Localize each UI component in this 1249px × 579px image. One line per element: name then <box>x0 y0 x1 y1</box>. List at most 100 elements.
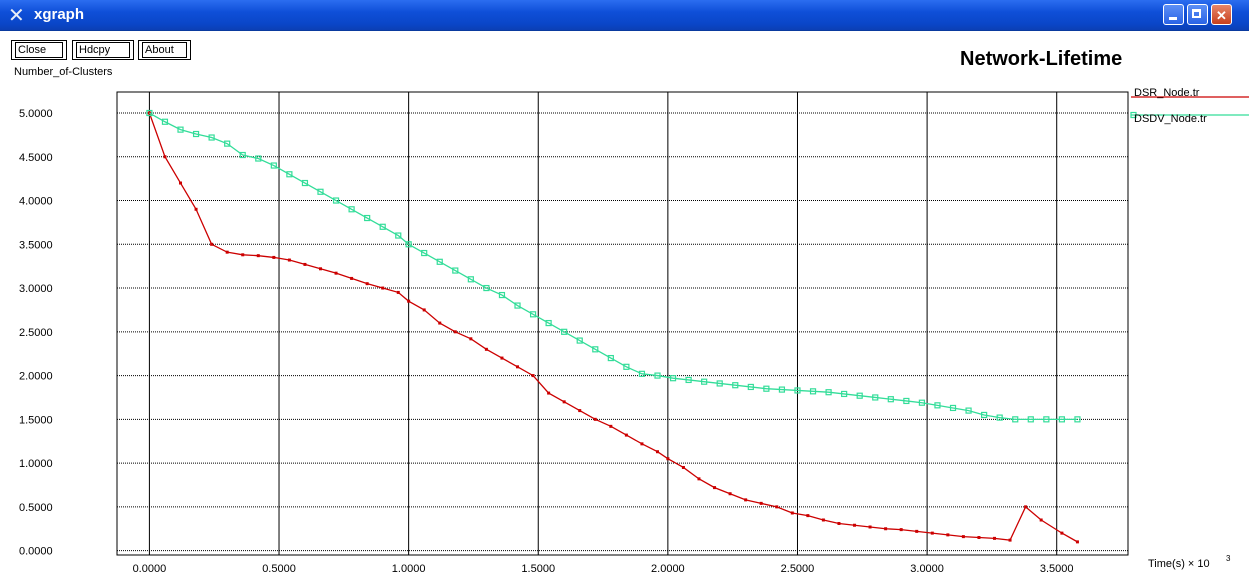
data-point <box>467 276 474 283</box>
data-point <box>545 319 552 327</box>
data-point <box>697 477 701 481</box>
data-point <box>669 375 677 382</box>
data-point <box>918 399 926 406</box>
chart-title: Network-Lifetime <box>960 48 1123 70</box>
data-point <box>903 397 910 405</box>
plot-frame <box>116 91 1129 556</box>
y-axis-label: Number_of-Clusters <box>14 66 113 78</box>
data-point <box>350 276 354 280</box>
data-point <box>255 155 262 162</box>
data-point <box>318 267 322 271</box>
data-point <box>364 214 371 222</box>
y-tick-label: 5.0000 <box>19 108 53 120</box>
legend-marker <box>1130 111 1137 119</box>
data-point <box>655 450 659 454</box>
hardcopy-button[interactable]: Hdcpy <box>72 40 134 60</box>
data-point <box>961 535 965 539</box>
data-point <box>529 311 537 318</box>
maximize-button[interactable] <box>1187 4 1208 25</box>
data-point <box>1074 416 1081 423</box>
y-tick-label: 4.5000 <box>19 152 53 164</box>
data-point <box>483 284 490 292</box>
data-point <box>640 442 644 446</box>
data-point <box>1043 416 1050 423</box>
data-point <box>500 356 504 360</box>
data-point <box>438 321 442 325</box>
data-point <box>379 223 386 230</box>
data-point <box>332 197 340 204</box>
data-point <box>224 140 231 147</box>
legend-label: DSDV_Node.tr <box>1134 113 1207 125</box>
data-point <box>654 372 661 379</box>
data-point <box>825 389 832 396</box>
data-point <box>395 232 402 239</box>
data-point <box>856 392 863 399</box>
y-tick-label: 0.5000 <box>19 502 53 514</box>
data-point <box>469 337 473 341</box>
minimize-button[interactable] <box>1163 4 1184 25</box>
data-point <box>965 407 972 414</box>
x-tick-label: 1.5000 <box>521 563 555 575</box>
data-point <box>809 388 817 395</box>
data-point <box>1039 518 1043 522</box>
data-point <box>301 179 309 187</box>
data-point <box>365 282 369 286</box>
data-point <box>421 249 428 257</box>
data-point <box>210 242 214 246</box>
data-point <box>949 404 957 412</box>
data-point <box>348 206 355 213</box>
data-point <box>381 286 385 290</box>
data-point <box>607 354 614 362</box>
data-point <box>915 529 919 533</box>
data-point <box>853 523 857 527</box>
hardcopy-button-label: Hdcpy <box>76 42 130 58</box>
data-point <box>701 378 708 385</box>
data-point <box>806 514 810 518</box>
data-point <box>681 465 685 469</box>
data-point <box>241 253 245 257</box>
data-point <box>666 457 670 461</box>
data-point <box>685 376 692 384</box>
data-point <box>1008 538 1012 542</box>
data-point <box>179 181 183 185</box>
x-axis-label-exponent: 3 <box>1226 554 1231 563</box>
data-point <box>192 130 200 138</box>
title-bar[interactable]: ✕ xgraph ✕ <box>0 0 1249 31</box>
data-point <box>728 492 732 496</box>
data-point <box>422 308 426 312</box>
series-line <box>149 112 1078 420</box>
y-tick-label: 1.5000 <box>19 414 53 426</box>
data-point <box>821 518 825 522</box>
data-point <box>1060 531 1064 535</box>
data-point <box>514 302 521 309</box>
data-point <box>561 328 568 335</box>
x-tick-label: 0.0000 <box>133 563 167 575</box>
y-tick-label: 2.0000 <box>19 371 53 383</box>
data-point <box>593 417 597 421</box>
data-point <box>146 109 153 117</box>
close-window-button[interactable]: ✕ <box>1211 4 1232 25</box>
data-point <box>177 126 184 133</box>
data-point <box>837 521 841 525</box>
data-point <box>977 535 981 539</box>
data-point <box>946 533 950 537</box>
close-button[interactable]: Close <box>11 40 67 60</box>
data-point <box>841 390 848 398</box>
data-point <box>334 271 338 275</box>
about-button[interactable]: About <box>138 40 191 60</box>
data-point <box>576 337 583 344</box>
data-point <box>716 380 723 387</box>
x-tick-label: 1.0000 <box>392 563 426 575</box>
x-tick-label: 0.5000 <box>262 563 296 575</box>
about-button-label: About <box>142 42 187 58</box>
data-point <box>498 291 506 299</box>
data-point <box>872 394 879 401</box>
data-point <box>790 511 794 515</box>
data-point <box>592 346 599 353</box>
data-point <box>396 290 400 294</box>
x-tick-label: 3.0000 <box>910 563 944 575</box>
data-point <box>934 402 941 409</box>
data-point <box>303 262 307 266</box>
data-point <box>868 525 872 529</box>
